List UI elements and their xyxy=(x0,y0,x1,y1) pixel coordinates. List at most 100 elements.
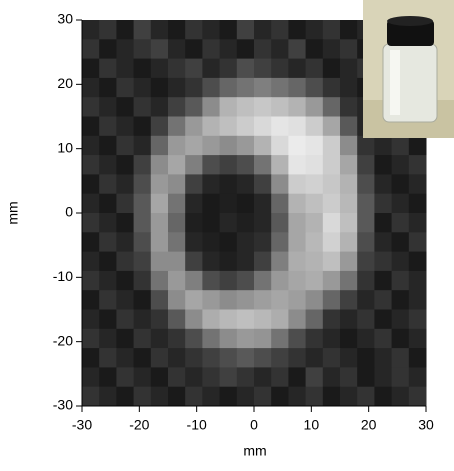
heatmap-cell xyxy=(340,78,358,98)
heatmap-cell xyxy=(237,194,255,214)
heatmap-cell xyxy=(271,367,289,387)
heatmap-cell xyxy=(82,39,100,59)
heatmap-cell xyxy=(374,174,392,194)
heatmap-cell xyxy=(134,174,152,194)
heatmap-cell xyxy=(357,387,375,407)
heatmap-cell xyxy=(254,194,272,214)
heatmap-cell xyxy=(151,194,169,214)
heatmap-cell xyxy=(288,39,306,59)
heatmap-cell xyxy=(185,367,203,387)
heatmap-cell xyxy=(185,39,203,59)
heatmap-cell xyxy=(374,252,392,272)
y-tick-label: 30 xyxy=(57,11,73,27)
heatmap-cell xyxy=(237,97,255,117)
heatmap-cell xyxy=(323,329,341,349)
heatmap-cell xyxy=(99,232,117,252)
heatmap-cell xyxy=(237,232,255,252)
x-tick-label: 30 xyxy=(418,417,434,433)
heatmap-cell xyxy=(323,59,341,79)
heatmap-cell xyxy=(271,78,289,98)
heatmap-cell xyxy=(134,387,152,407)
heatmap-cell xyxy=(288,271,306,291)
heatmap-cell xyxy=(409,174,427,194)
heatmap-cell xyxy=(392,194,410,214)
heatmap-cell xyxy=(116,174,134,194)
heatmap-cell xyxy=(237,78,255,98)
heatmap-cell xyxy=(374,136,392,156)
heatmap-cell xyxy=(116,59,134,79)
heatmap-cell xyxy=(134,290,152,310)
heatmap-cell xyxy=(237,387,255,407)
heatmap-cell xyxy=(392,290,410,310)
heatmap-cell xyxy=(185,290,203,310)
heatmap-cell xyxy=(185,252,203,272)
heatmap-cell xyxy=(202,348,220,368)
heatmap-cell xyxy=(151,20,169,40)
heatmap-cell xyxy=(340,387,358,407)
heatmap-cell xyxy=(168,155,186,175)
heatmap-cell xyxy=(151,367,169,387)
heatmap-cell xyxy=(357,290,375,310)
heatmap-cell xyxy=(323,194,341,214)
x-tick-label: -30 xyxy=(72,417,92,433)
heatmap-cell xyxy=(82,97,100,117)
heatmap-cell xyxy=(202,174,220,194)
heatmap-cell xyxy=(82,155,100,175)
heatmap-cell xyxy=(271,252,289,272)
y-axis-label: mm xyxy=(5,201,21,224)
heatmap-cell xyxy=(409,194,427,214)
heatmap-cell xyxy=(220,155,238,175)
heatmap-cell xyxy=(271,136,289,156)
heatmap-cell xyxy=(340,348,358,368)
heatmap-cell xyxy=(237,310,255,330)
heatmap-cell xyxy=(185,310,203,330)
heatmap-cell xyxy=(116,97,134,117)
heatmap-cell xyxy=(306,310,324,330)
heatmap-cell xyxy=(202,136,220,156)
heatmap-cell xyxy=(340,194,358,214)
heatmap-cell xyxy=(271,232,289,252)
heatmap-cell xyxy=(323,271,341,291)
heatmap-cell xyxy=(99,348,117,368)
x-tick-label: -20 xyxy=(129,417,149,433)
heatmap-cell xyxy=(134,78,152,98)
y-tick-label: 0 xyxy=(65,204,73,220)
heatmap-cell xyxy=(323,117,341,137)
heatmap-cell xyxy=(151,136,169,156)
heatmap-cell xyxy=(99,174,117,194)
heatmap-cell xyxy=(288,117,306,137)
heatmap-cell xyxy=(254,174,272,194)
heatmap-cell xyxy=(340,329,358,349)
heatmap-cell xyxy=(288,97,306,117)
heatmap-cell xyxy=(99,97,117,117)
heatmap-cell xyxy=(185,329,203,349)
heatmap-cell xyxy=(323,310,341,330)
heatmap-cell xyxy=(271,174,289,194)
heatmap-cell xyxy=(323,348,341,368)
heatmap-cell xyxy=(237,39,255,59)
heatmap-cell xyxy=(254,20,272,40)
heatmap-cell xyxy=(116,367,134,387)
heatmap-cell xyxy=(185,194,203,214)
heatmap-cell xyxy=(220,310,238,330)
heatmap-cell xyxy=(134,252,152,272)
y-tick-label: -10 xyxy=(53,268,73,284)
heatmap-cell xyxy=(82,59,100,79)
heatmap-cell xyxy=(99,290,117,310)
heatmap-cell xyxy=(134,367,152,387)
heatmap-cell xyxy=(271,155,289,175)
heatmap-cell xyxy=(288,367,306,387)
heatmap-cell xyxy=(116,310,134,330)
heatmap-cell xyxy=(409,367,427,387)
heatmap-cell xyxy=(323,252,341,272)
heatmap-cell xyxy=(237,252,255,272)
heatmap-cell xyxy=(116,252,134,272)
heatmap-cell xyxy=(254,348,272,368)
heatmap-cell xyxy=(288,348,306,368)
heatmap-cell xyxy=(340,20,358,40)
heatmap-cell xyxy=(151,39,169,59)
heatmap-cell xyxy=(323,174,341,194)
jar-lid-top xyxy=(387,16,433,26)
heatmap-cell xyxy=(357,136,375,156)
heatmap-cell xyxy=(409,271,427,291)
